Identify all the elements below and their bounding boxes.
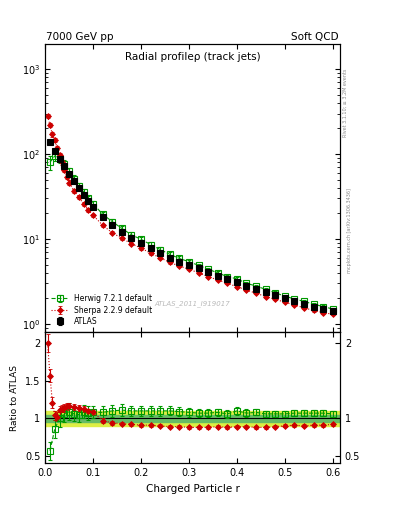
Y-axis label: Ratio to ATLAS: Ratio to ATLAS: [10, 365, 19, 431]
Text: Rivet 3.1.10; ≥ 3.2M events: Rivet 3.1.10; ≥ 3.2M events: [343, 68, 348, 137]
Text: 7000 GeV pp: 7000 GeV pp: [46, 32, 114, 42]
X-axis label: Charged Particle r: Charged Particle r: [146, 484, 239, 494]
Text: ATLAS_2011_I919017: ATLAS_2011_I919017: [155, 300, 230, 307]
Text: Radial profileρ (track jets): Radial profileρ (track jets): [125, 52, 261, 62]
Text: mcplots.cern.ch [arXiv:1306.3436]: mcplots.cern.ch [arXiv:1306.3436]: [347, 188, 352, 273]
Legend: Herwig 7.2.1 default, Sherpa 2.2.9 default, ATLAS: Herwig 7.2.1 default, Sherpa 2.2.9 defau…: [49, 292, 155, 328]
Text: Soft QCD: Soft QCD: [291, 32, 339, 42]
